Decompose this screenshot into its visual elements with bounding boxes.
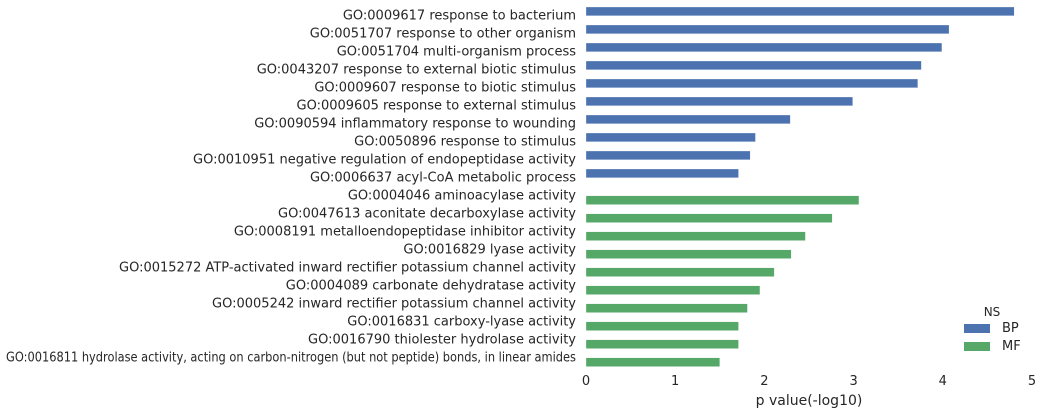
bar <box>585 249 792 259</box>
category-label: GO:0016811 hydrolase activity, acting on… <box>6 350 576 365</box>
bar <box>585 321 739 331</box>
category-label: GO:0009607 response to biotic stimulus <box>314 80 576 95</box>
x-tick-label: 4 <box>939 374 947 389</box>
bar <box>585 114 791 124</box>
category-label: GO:0015272 ATP-activated inward rectifie… <box>119 260 576 275</box>
bar <box>585 303 748 313</box>
bar <box>585 96 853 106</box>
bar <box>585 285 761 295</box>
bar <box>585 195 860 205</box>
legend-title: NS <box>984 305 1001 319</box>
category-label: GO:0010951 negative regulation of endope… <box>193 152 576 167</box>
category-label: GO:0050896 response to stimulus <box>354 134 576 149</box>
bar <box>585 132 756 142</box>
bar <box>585 42 943 52</box>
x-axis-title: p value(-log10) <box>756 393 863 409</box>
bar <box>585 78 918 88</box>
bar <box>585 150 751 160</box>
bar <box>585 267 775 277</box>
category-label: GO:0004089 carbonate dehydratase activit… <box>286 278 577 293</box>
category-label: GO:0016829 lyase activity <box>403 242 576 257</box>
bar <box>585 357 720 367</box>
category-label: GO:0051704 multi-organism process <box>337 44 577 59</box>
bar <box>585 60 922 70</box>
category-label: GO:0009605 response to external stimulus <box>297 98 577 113</box>
category-label: GO:0043207 response to external biotic s… <box>257 62 577 77</box>
bar <box>585 24 950 34</box>
bar <box>585 231 806 241</box>
legend-label: BP <box>1002 321 1019 336</box>
category-label: GO:0006637 acyl-CoA metabolic process <box>310 170 576 185</box>
x-tick-label: 5 <box>1028 374 1036 389</box>
x-axis-ticks: 0 1 2 3 4 5 <box>582 374 1036 389</box>
bars-layer <box>585 6 1015 367</box>
bar <box>585 213 833 223</box>
legend: NS BP MF <box>964 305 1021 354</box>
category-label: GO:0090594 inflammatory response to woun… <box>254 116 576 131</box>
category-label: GO:0008191 metalloendopeptidase inhibito… <box>234 224 576 239</box>
category-label: GO:0004046 aminoacylase activity <box>348 188 576 203</box>
bar <box>585 168 739 178</box>
category-label: GO:0051707 response to other organism <box>310 26 576 41</box>
category-label: GO:0009617 response to bacterium <box>343 8 576 23</box>
bar <box>585 6 1015 16</box>
category-labels: GO:0009617 response to bacterium GO:00517… <box>6 8 576 365</box>
x-tick-label: 0 <box>582 374 590 389</box>
category-label: GO:0005242 inward rectifier potassium ch… <box>212 296 576 311</box>
category-label: GO:0016790 thiolester hydrolase activity <box>308 332 576 347</box>
category-label: GO:0047613 aconitate decarboxylase activ… <box>278 206 576 221</box>
bar <box>585 339 739 349</box>
x-tick-label: 1 <box>671 374 679 389</box>
legend-swatch <box>964 324 990 333</box>
x-tick-label: 2 <box>760 374 768 389</box>
x-tick-label: 3 <box>849 374 857 389</box>
category-label: GO:0016831 carboxy-lyase activity <box>347 314 576 329</box>
legend-label: MF <box>1002 339 1021 354</box>
legend-swatch <box>964 342 990 351</box>
